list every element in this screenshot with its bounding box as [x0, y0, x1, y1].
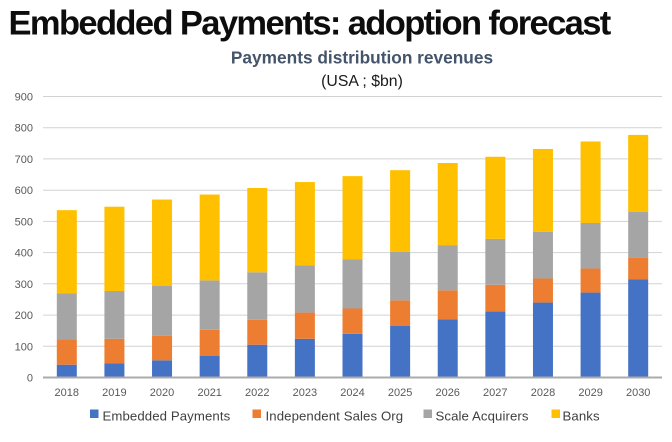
- svg-text:Embedded Payments: adoption fo: Embedded Payments: adoption forecast: [9, 5, 612, 43]
- svg-text:2023: 2023: [293, 387, 317, 399]
- svg-text:Scale Acquirers: Scale Acquirers: [436, 409, 529, 424]
- svg-text:2029: 2029: [578, 387, 602, 399]
- svg-text:400: 400: [15, 248, 33, 260]
- svg-text:2018: 2018: [55, 387, 79, 399]
- svg-text:2020: 2020: [150, 387, 174, 399]
- svg-text:(USA ; $bn): (USA ; $bn): [321, 73, 403, 90]
- svg-text:2025: 2025: [388, 387, 412, 399]
- svg-text:2026: 2026: [435, 387, 459, 399]
- svg-text:700: 700: [15, 154, 33, 166]
- svg-text:Payments distribution revenues: Payments distribution revenues: [231, 48, 493, 68]
- svg-text:200: 200: [15, 310, 33, 322]
- svg-text:Independent Sales Org: Independent Sales Org: [266, 409, 404, 424]
- svg-text:2022: 2022: [245, 387, 269, 399]
- svg-text:900: 900: [15, 92, 33, 104]
- svg-text:500: 500: [15, 216, 33, 228]
- svg-text:800: 800: [15, 123, 33, 135]
- svg-text:2030: 2030: [626, 387, 650, 399]
- svg-text:600: 600: [15, 185, 33, 197]
- svg-text:Banks: Banks: [563, 409, 600, 424]
- svg-text:0: 0: [27, 373, 33, 385]
- svg-text:2019: 2019: [102, 387, 126, 399]
- svg-text:2028: 2028: [531, 387, 555, 399]
- svg-text:2027: 2027: [483, 387, 507, 399]
- svg-text:2021: 2021: [197, 387, 221, 399]
- svg-text:100: 100: [15, 341, 33, 353]
- svg-text:2024: 2024: [340, 387, 364, 399]
- svg-text:Embedded Payments: Embedded Payments: [103, 409, 231, 424]
- svg-text:300: 300: [15, 279, 33, 291]
